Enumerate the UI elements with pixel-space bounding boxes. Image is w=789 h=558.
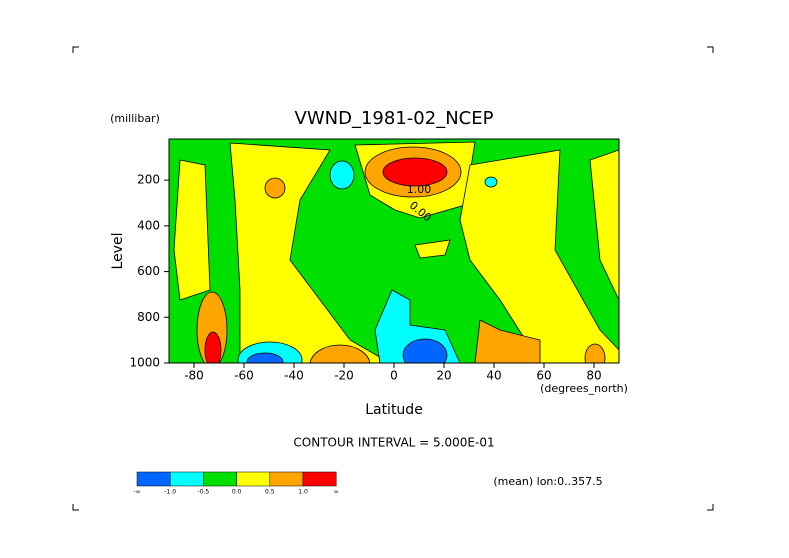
x-unit: (degrees_north) <box>540 382 628 395</box>
x-tick-label: -80 <box>184 369 204 383</box>
colorbar-label: -∞ <box>133 489 140 496</box>
x-tick-label: 20 <box>436 369 451 383</box>
y-tick-label: 800 <box>137 310 160 324</box>
colorbar-swatch <box>136 471 171 487</box>
y-axis-label: Level <box>110 233 126 270</box>
contour-field <box>169 139 619 363</box>
colorbar-swatch <box>169 471 204 487</box>
y-unit: (millibar) <box>110 112 160 125</box>
colorbar-label: 1.0 <box>298 489 308 496</box>
colorbar-label: 0.5 <box>265 489 275 496</box>
colorbar-swatch <box>269 471 304 487</box>
y-tick-label: 1000 <box>129 356 160 370</box>
colorbar-label: -1.0 <box>164 489 176 496</box>
colorbar-swatch <box>203 471 237 487</box>
x-tick-label: 80 <box>586 369 601 383</box>
corner-marks <box>72 46 714 511</box>
y-tick-label: 200 <box>137 173 160 187</box>
colorbar-swatch <box>302 471 337 487</box>
x-tick-label: -40 <box>284 369 304 383</box>
chart-title: VWND_1981-02_NCEP <box>295 108 494 129</box>
contour-interval: CONTOUR INTERVAL = 5.000E-01 <box>293 436 494 450</box>
x-tick-label: 40 <box>486 369 501 383</box>
y-tick-label: 600 <box>137 264 160 278</box>
colorbar-swatch <box>236 471 271 487</box>
colorbar-label: ∞ <box>334 489 339 496</box>
x-tick-label: 60 <box>536 369 551 383</box>
x-tick-label: -20 <box>334 369 354 383</box>
x-axis-label: Latitude <box>365 402 423 418</box>
x-tick-label: -60 <box>234 369 254 383</box>
note: (mean) lon:0..357.5 <box>493 475 602 488</box>
y-tick-label: 400 <box>137 218 160 232</box>
contour-label: 1.00 <box>407 183 432 196</box>
colorbar-label: 0.0 <box>232 489 242 496</box>
colorbar-label: -0.5 <box>198 489 210 496</box>
x-tick-label: 0 <box>390 369 398 383</box>
